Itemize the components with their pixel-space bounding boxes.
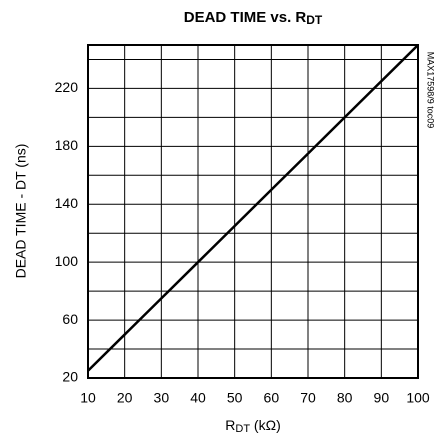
plot-frame [87, 44, 419, 379]
x-label-main: R [225, 417, 235, 433]
y-axis-label: DEAD TIME - DT (ns) [13, 144, 29, 279]
x-tick-label: 20 [117, 390, 133, 406]
chart-title: DEAD TIME vs. RDT [184, 9, 323, 27]
data-line [87, 44, 419, 372]
title-subscript: DT [306, 13, 323, 27]
x-tick-label: 90 [374, 390, 390, 406]
y-tick-label: 60 [62, 311, 78, 327]
x-tick-label: 30 [154, 390, 170, 406]
x-tick-label: 60 [264, 390, 280, 406]
x-tick-label: 40 [190, 390, 206, 406]
x-label-unit: (kΩ) [250, 417, 281, 433]
y-tick-label: 180 [55, 137, 79, 153]
y-tick-label: 20 [62, 369, 78, 385]
y-tick-label: 220 [55, 79, 79, 95]
x-tick-label: 50 [227, 390, 243, 406]
x-tick-label: 70 [300, 390, 316, 406]
x-tick-label: 10 [80, 390, 96, 406]
y-tick-label: 140 [55, 195, 79, 211]
x-axis-label: RDT (kΩ) [225, 417, 280, 435]
x-tick-label: 80 [337, 390, 353, 406]
x-tick-label: 100 [406, 390, 430, 406]
y-tick-label: 100 [55, 253, 79, 269]
x-label-subscript: DT [235, 423, 250, 435]
title-main: DEAD TIME vs. R [184, 9, 307, 26]
annotation: MAX17598/9 toc09 [426, 52, 436, 129]
